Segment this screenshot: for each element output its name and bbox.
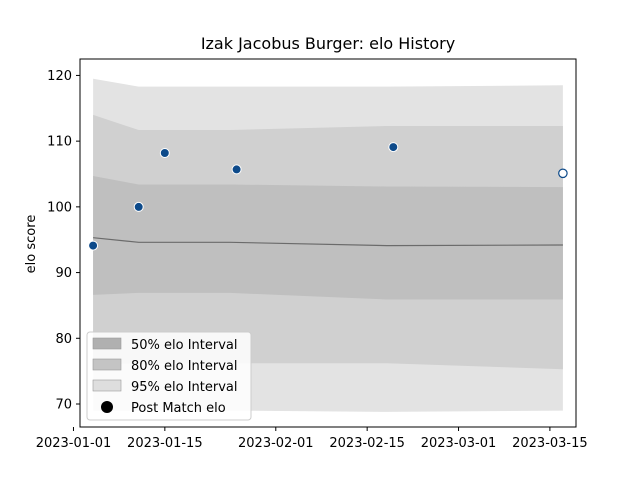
mean-line-group [93, 237, 563, 247]
interval-band-3 [93, 176, 563, 300]
post-match-point [88, 240, 99, 251]
y-tick-label: 70 [55, 398, 72, 413]
legend-label: 80% elo Interval [131, 359, 238, 374]
legend-swatch [92, 379, 122, 392]
interval-bands [93, 78, 563, 412]
post-match-point [133, 201, 144, 212]
x-tick-label: 2023-02-01 [238, 436, 314, 451]
legend-label: 50% elo Interval [131, 338, 238, 353]
y-tick-label: 110 [47, 135, 72, 150]
mean-elo-line [93, 237, 563, 247]
legend-swatch [92, 337, 122, 350]
y-axis-label: elo score [24, 215, 39, 274]
legend-marker [101, 401, 113, 413]
y-tick-label: 100 [47, 200, 72, 215]
y-tick-label: 90 [55, 266, 72, 281]
y-tick-label: 80 [55, 332, 72, 347]
post-match-point [388, 142, 399, 153]
legend-box [86, 331, 252, 421]
post-match-point [231, 164, 242, 175]
post-match-points [88, 142, 568, 251]
legend-label: Post Match elo [131, 401, 226, 416]
legend-label: 95% elo Interval [131, 380, 238, 395]
x-tick-label: 2023-02-15 [329, 436, 405, 451]
x-tick-label: 2023-01-01 [36, 436, 112, 451]
x-tick-label: 2023-03-01 [421, 436, 497, 451]
legend-swatch [92, 358, 122, 371]
x-tick-label: 2023-03-15 [512, 436, 588, 451]
legend: 50% elo Interval 80% elo Interval 95% elo … [86, 331, 252, 421]
post-match-point [558, 168, 568, 179]
plot-frame [79, 58, 577, 428]
chart-title: Izak Jacobus Burger: elo History [201, 34, 455, 53]
post-match-point [159, 148, 170, 158]
x-tick-label: 2023-01-15 [127, 436, 203, 451]
x-axis-ticks: 2023-01-01 2023-01-15 2023-02-01 2023-02-15… [36, 427, 588, 451]
y-axis-ticks: 70 80 90 100 110 120 [47, 69, 80, 413]
y-tick-label: 120 [47, 69, 72, 84]
